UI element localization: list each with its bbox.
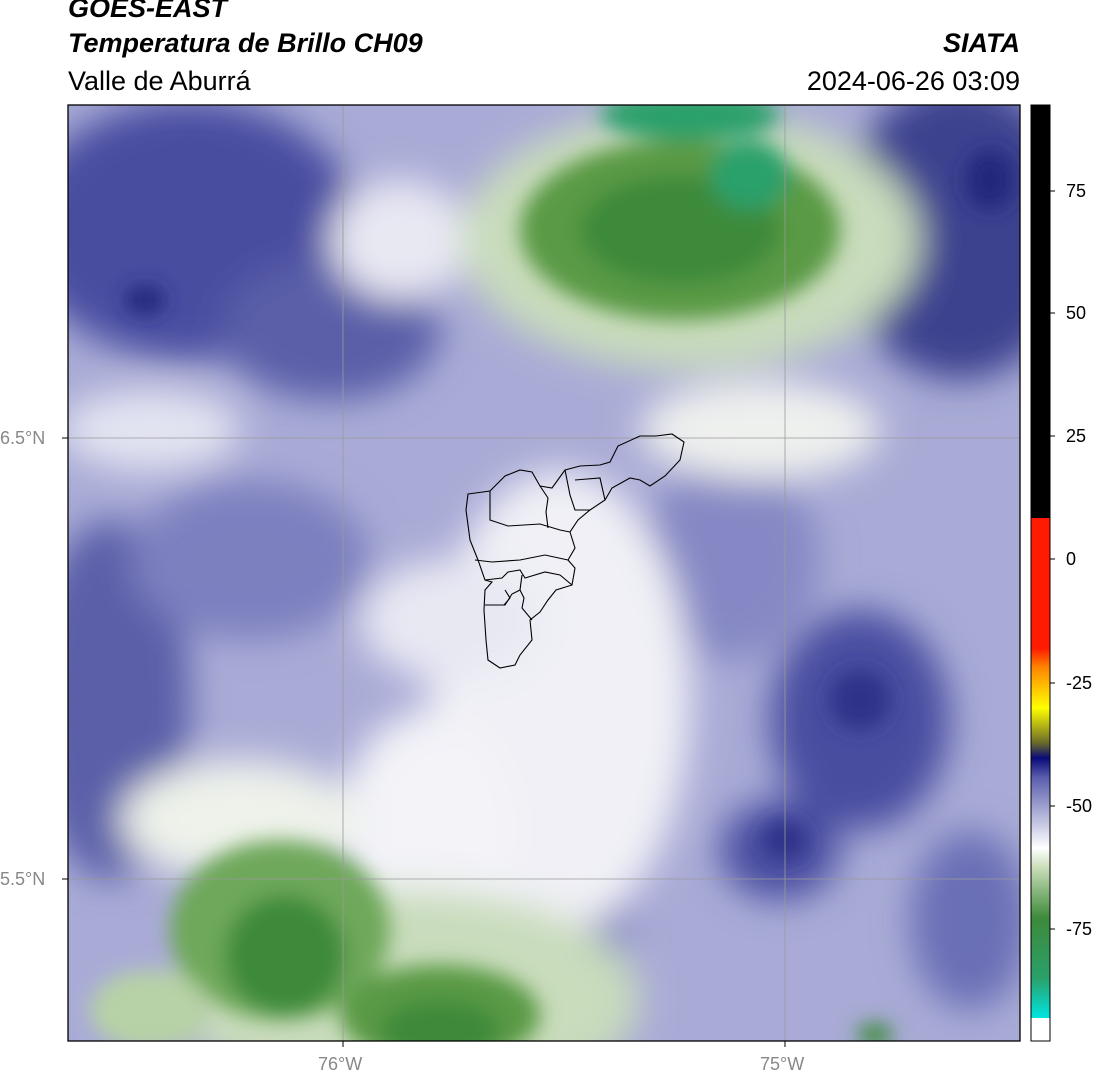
brightness-temperature-field [68,105,1020,1041]
colorbar-tick-50: 50 [1066,303,1087,323]
colorbar-tick-0: 0 [1066,549,1077,569]
colorbar [1030,104,1055,1042]
lat-label-5-5: 5.5°N [0,869,46,889]
graticule [68,105,1020,1041]
timestamp-label: 2024-06-26 03:09 [806,66,1020,96]
subtitle-region: Valle de Aburrá [68,66,251,96]
lon-label-76: 76°W [318,1054,363,1074]
colorbar-tick-minus50: -50 [1066,796,1093,816]
title-product: Temperatura de Brillo CH09 [68,28,423,58]
lon-label-75: 75°W [760,1054,805,1074]
colorbar-tick-25: 25 [1066,426,1087,446]
colorbar-tick-minus75: -75 [1066,919,1093,939]
map-frame [67,104,1021,1042]
organization-label: SIATA [943,28,1020,58]
title-satellite: GOES-EAST [68,0,228,23]
colorbar-tick-minus25: -25 [1066,673,1093,693]
colorbar-tick-75: 75 [1066,181,1087,201]
municipal-boundaries [465,433,685,669]
lat-label-6-5: 6.5°N [0,428,46,448]
